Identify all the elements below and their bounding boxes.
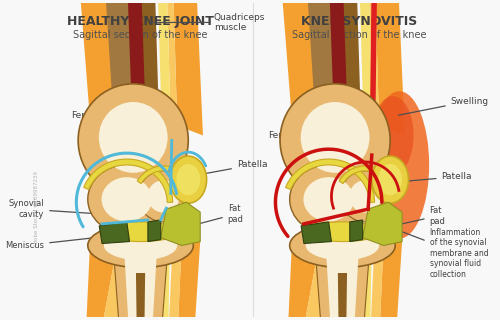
Polygon shape — [133, 244, 150, 320]
Ellipse shape — [304, 177, 354, 221]
Polygon shape — [359, 0, 372, 124]
Ellipse shape — [176, 164, 200, 196]
Polygon shape — [301, 222, 332, 244]
Polygon shape — [301, 244, 332, 320]
Polygon shape — [115, 244, 170, 320]
Polygon shape — [306, 0, 343, 114]
Polygon shape — [286, 159, 374, 202]
Polygon shape — [113, 245, 168, 320]
Polygon shape — [160, 202, 200, 245]
Polygon shape — [86, 242, 117, 320]
Polygon shape — [370, 239, 384, 320]
Text: Sagittal section of the knee: Sagittal section of the knee — [74, 30, 208, 40]
Text: Patella: Patella — [393, 172, 472, 182]
Polygon shape — [335, 244, 351, 320]
Text: Tibia: Tibia — [336, 268, 358, 277]
Polygon shape — [370, 0, 378, 116]
Ellipse shape — [102, 222, 180, 242]
Polygon shape — [316, 244, 372, 320]
Polygon shape — [166, 0, 177, 126]
Ellipse shape — [104, 231, 178, 260]
Polygon shape — [104, 0, 141, 114]
Text: Swelling: Swelling — [398, 97, 489, 115]
Polygon shape — [339, 166, 395, 192]
Polygon shape — [362, 202, 402, 245]
Text: Quadriceps
muscle: Quadriceps muscle — [150, 13, 266, 32]
Ellipse shape — [300, 102, 370, 173]
Text: Tibia: Tibia — [134, 268, 156, 277]
Ellipse shape — [340, 171, 390, 222]
Polygon shape — [172, 0, 203, 135]
Polygon shape — [338, 273, 347, 320]
Ellipse shape — [372, 156, 408, 203]
Polygon shape — [84, 159, 172, 202]
Text: HEALTHY KNEE JOINT: HEALTHY KNEE JOINT — [67, 15, 214, 28]
Polygon shape — [350, 220, 362, 242]
Text: Femur: Femur — [268, 126, 335, 140]
Polygon shape — [100, 222, 130, 244]
Ellipse shape — [370, 91, 429, 239]
Polygon shape — [124, 248, 157, 320]
Ellipse shape — [148, 180, 180, 212]
Text: Sagittal section of the knee: Sagittal section of the knee — [292, 30, 426, 40]
Polygon shape — [138, 166, 194, 192]
Text: Fat
pad: Fat pad — [396, 206, 446, 226]
Ellipse shape — [138, 171, 188, 222]
Text: Inflammation
of the synovial
membrane and
synovial fluid
collection: Inflammation of the synovial membrane an… — [389, 227, 488, 279]
Ellipse shape — [102, 177, 152, 221]
Ellipse shape — [290, 223, 395, 268]
Polygon shape — [157, 0, 171, 124]
Polygon shape — [78, 0, 122, 121]
Text: Adobe Stock | #239987239: Adobe Stock | #239987239 — [33, 171, 38, 247]
Ellipse shape — [280, 84, 390, 197]
Ellipse shape — [170, 156, 206, 203]
Polygon shape — [168, 239, 182, 320]
Polygon shape — [136, 273, 145, 320]
Ellipse shape — [372, 96, 414, 175]
Ellipse shape — [306, 231, 379, 260]
Text: Femur: Femur — [71, 111, 133, 125]
Polygon shape — [338, 0, 361, 116]
Text: Synovial
cavity: Synovial cavity — [8, 199, 99, 219]
Ellipse shape — [378, 164, 402, 196]
Polygon shape — [379, 239, 402, 320]
Ellipse shape — [290, 165, 368, 234]
Ellipse shape — [88, 223, 194, 268]
Polygon shape — [280, 0, 324, 121]
Polygon shape — [374, 0, 405, 135]
Polygon shape — [148, 220, 160, 242]
Text: Patella: Patella — [191, 160, 268, 176]
Polygon shape — [100, 244, 130, 320]
Polygon shape — [136, 0, 159, 116]
Polygon shape — [178, 239, 200, 320]
Text: Fat
pad: Fat pad — [194, 204, 244, 225]
Polygon shape — [368, 0, 379, 126]
Ellipse shape — [350, 180, 382, 212]
Text: KNEE SYNOVITIS: KNEE SYNOVITIS — [301, 15, 417, 28]
Ellipse shape — [304, 222, 382, 242]
Ellipse shape — [88, 165, 166, 234]
Text: Meniscus: Meniscus — [5, 236, 110, 250]
Polygon shape — [315, 245, 370, 320]
Polygon shape — [288, 242, 320, 320]
Polygon shape — [127, 0, 145, 101]
Ellipse shape — [99, 102, 168, 173]
Ellipse shape — [78, 84, 188, 197]
Polygon shape — [326, 248, 359, 320]
Polygon shape — [328, 0, 347, 101]
